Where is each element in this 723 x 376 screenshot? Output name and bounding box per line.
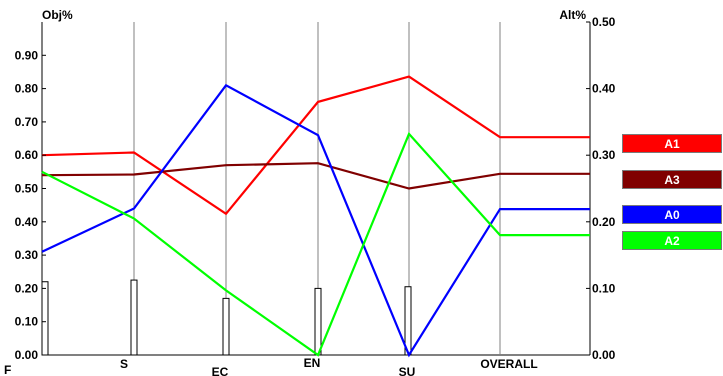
right-tick-label: 0.50 [592, 15, 616, 29]
weight-bar [130, 279, 138, 356]
right-tick-label: 0.30 [592, 148, 616, 162]
left-tick-label: 0.50 [15, 182, 39, 196]
right-tick-label: 0.00 [592, 348, 616, 362]
left-tick-label: 0.90 [15, 48, 39, 62]
legend-item-a2: A2 [622, 231, 722, 250]
category-label: EC [212, 365, 229, 376]
legend-item-a0: A0 [622, 205, 722, 224]
series-line-a0 [41, 83, 590, 358]
right-tick-label: 0.40 [592, 82, 616, 96]
category-label: SU [399, 365, 416, 376]
left-tick-label: 0.10 [15, 315, 39, 329]
category-label: OVERALL [480, 357, 537, 371]
left-tick-label: 0.20 [15, 281, 39, 295]
weight-bar [41, 281, 49, 356]
legend-item-a1: A1 [622, 134, 722, 153]
left-tick-label: 0.60 [15, 148, 39, 162]
category-label: EN [304, 356, 321, 370]
right-axis-label: Alt% [559, 8, 586, 22]
left-tick-label: 0.70 [15, 115, 39, 129]
left-tick-label: 0.00 [15, 348, 39, 362]
left-tick-label: 0.30 [15, 248, 39, 262]
legend-item-a3: A3 [622, 170, 722, 189]
right-tick-label: 0.20 [592, 215, 616, 229]
series-line-a3 [41, 162, 590, 190]
category-label: F [4, 363, 11, 376]
weight-bar [314, 287, 322, 356]
left-axis-label: Obj% [42, 8, 73, 22]
right-tick-label: 0.10 [592, 281, 616, 295]
left-tick-label: 0.40 [15, 215, 39, 229]
category-label: S [120, 357, 128, 371]
weight-bar [222, 297, 230, 356]
series-line-a1 [41, 75, 590, 216]
left-tick-label: 0.80 [15, 82, 39, 96]
series-line-a2 [41, 131, 590, 357]
